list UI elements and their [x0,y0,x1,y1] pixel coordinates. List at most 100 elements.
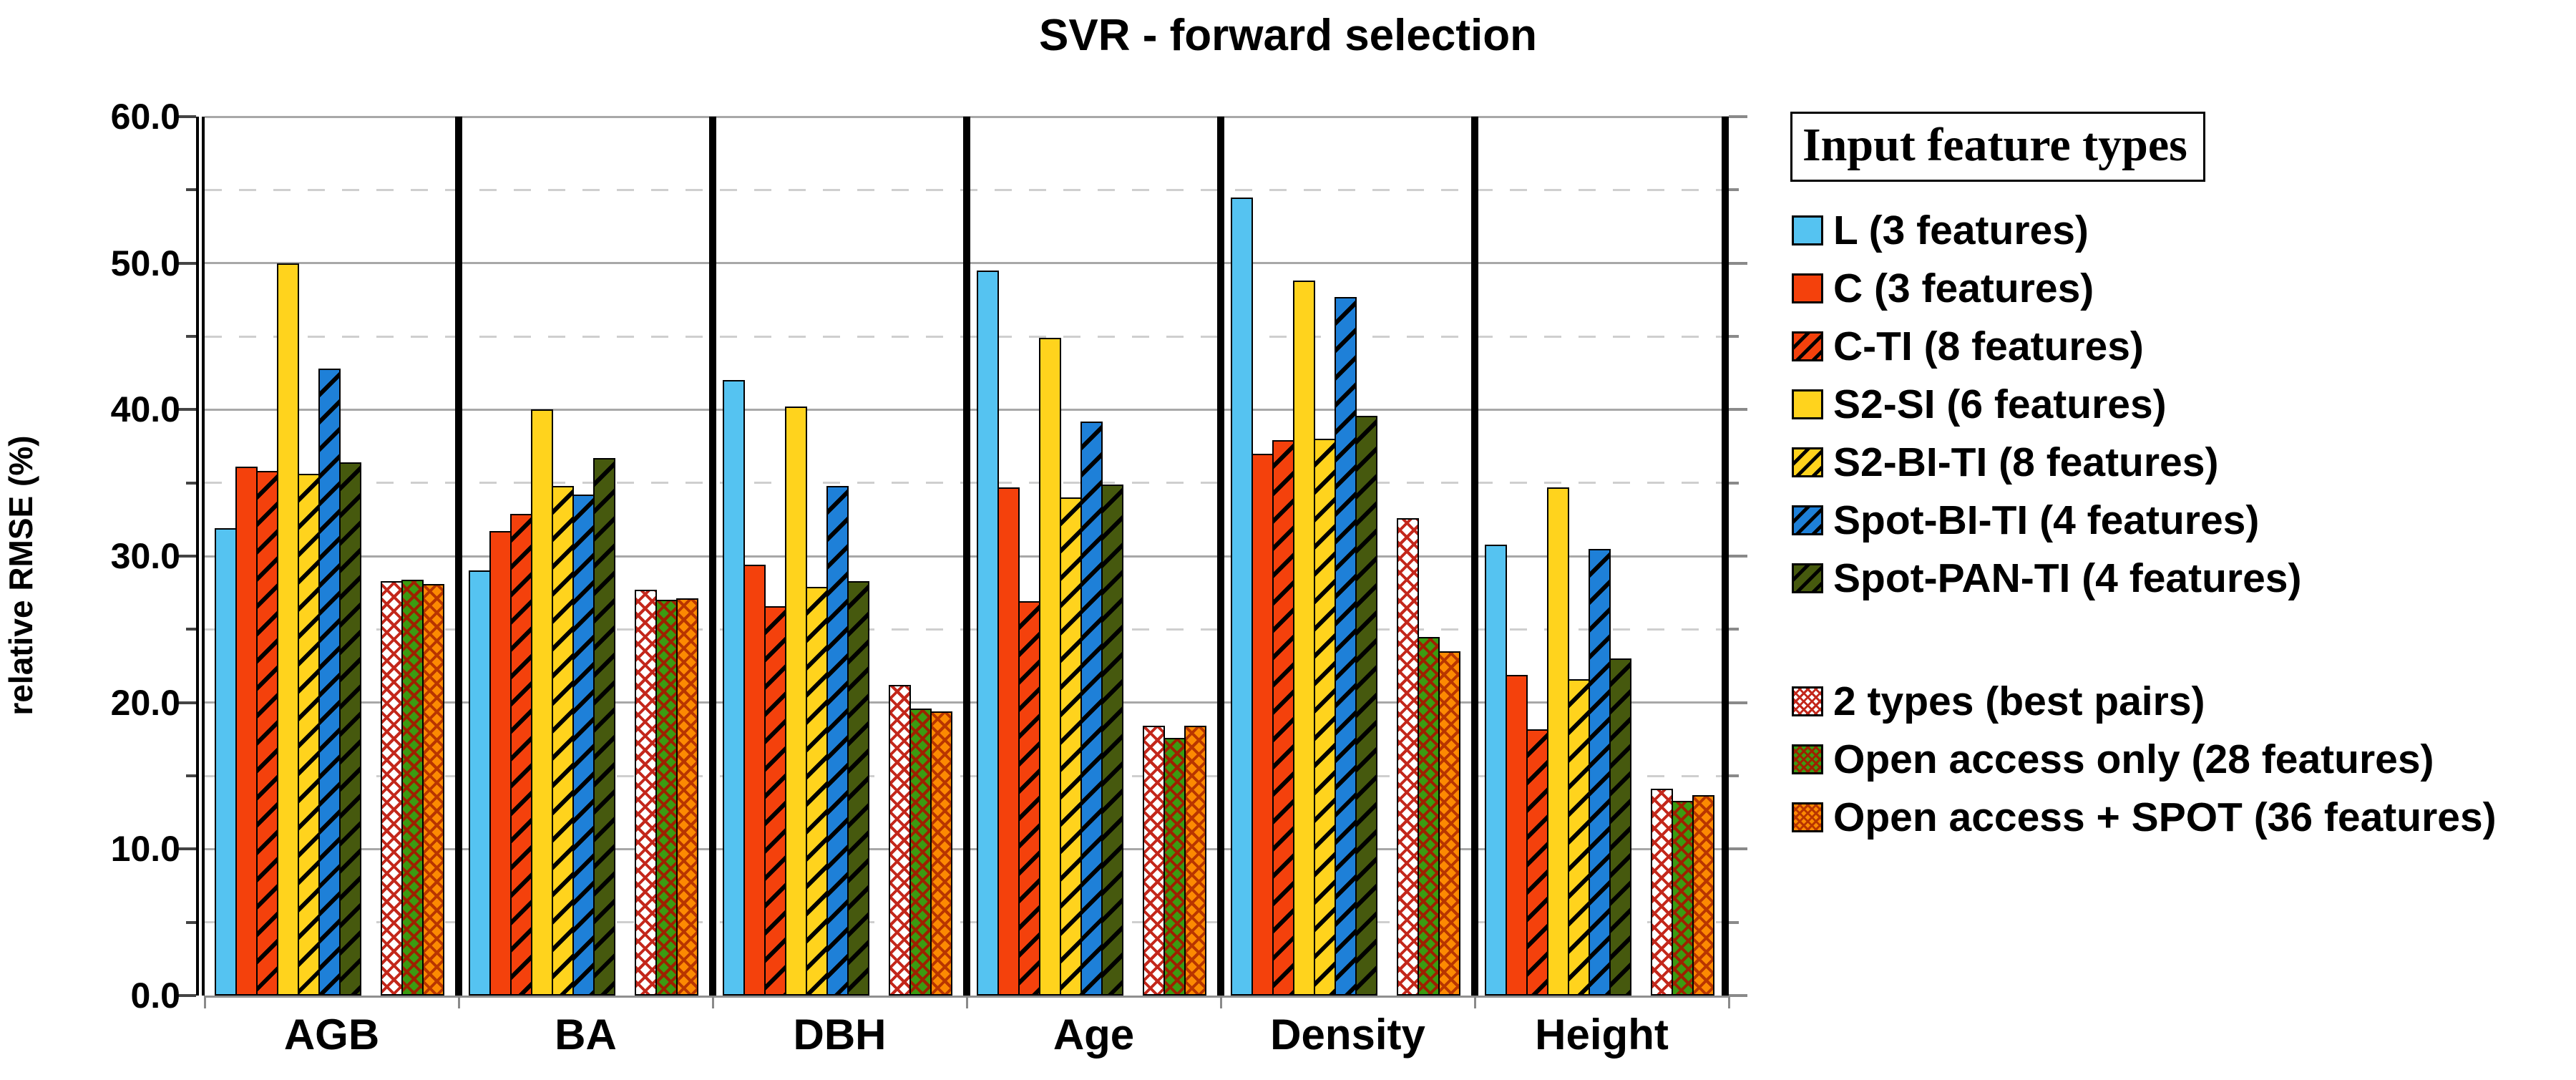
bar-AGB-2 [381,581,403,996]
bar-BA-S2-BI-TI [552,486,574,996]
y-tick-label: 0.0 [130,976,180,1016]
legend-swatch [1792,215,1823,245]
y-tick-label: 40.0 [110,389,180,430]
chart-title: SVR - forward selection [1039,11,1537,60]
group-separator [1217,117,1224,996]
legend-swatch [1792,447,1823,477]
group-separator [709,117,716,996]
legend-item-label: C-TI (8 features) [1833,323,2144,369]
legend-swatch [1792,273,1823,303]
legend-item-label: S2-BI-TI (8 features) [1833,439,2219,485]
y-axis-tick [177,847,196,851]
y-axis-tick [186,774,196,777]
plot-area [177,115,1747,1008]
bar-DBH-C [743,565,766,996]
y-axis-tick [177,115,196,118]
group-separator [963,117,970,996]
legend-item-label: 2 types (best pairs) [1833,678,2205,724]
y-axis-tick-right [1729,115,1747,118]
x-axis-tick [1473,996,1476,1008]
bar-Density-S2-BI-TI [1314,439,1336,996]
bar-Height-Open [1692,795,1714,996]
bar-BA-Spot-BI-TI [572,495,595,996]
legend-swatch [1792,686,1823,716]
bar-Height-C-TI [1526,729,1548,996]
y-axis-tick [186,920,196,924]
bar-BA-C-TI [510,514,532,996]
bar-DBH-2 [889,685,911,996]
legend-item-label: Spot-BI-TI (4 features) [1833,497,2260,543]
bar-Age-S2-BI-TI [1060,497,1082,996]
bar-Density-S2-SI [1293,281,1315,996]
bar-DBH-Spot-PAN-TI [847,581,869,996]
y-tick-label: 10.0 [110,829,180,870]
x-axis-tick [1219,996,1222,1008]
bar-BA-Open [655,600,678,996]
legend-item-label: L (3 features) [1833,208,2089,253]
bar-AGB-C [235,467,258,996]
bar-BA-L [469,570,491,996]
bar-Height-S2-SI [1547,487,1569,996]
y-axis-label: relative RMSE (%) [2,435,39,716]
y-axis-line [196,117,199,996]
legend-swatch [1792,389,1823,419]
y-axis-tick-right [1729,847,1747,851]
y-tick-label: 20.0 [110,682,180,723]
y-axis-line [202,117,205,996]
bar-AGB-S2-SI [277,263,299,996]
y-axis-tick-right [1729,994,1747,997]
y-tick-label: 50.0 [110,243,180,283]
y-axis-tick-right [1729,261,1747,265]
y-axis-tick [177,408,196,412]
y-axis-tick [177,994,196,997]
bar-Density-C-TI [1272,440,1294,996]
x-axis-tick [965,996,968,1008]
group-separator [1471,117,1478,996]
bar-BA-Open [676,598,698,996]
y-axis-tick-right [1729,481,1739,485]
y-axis-tick-right [1729,774,1739,777]
bar-DBH-Spot-BI-TI [826,486,849,996]
x-axis-tick [203,996,206,1008]
bar-BA-S2-SI [531,409,553,996]
bar-AGB-Spot-BI-TI [318,369,341,996]
bar-Age-Spot-PAN-TI [1101,485,1123,996]
legend-item-label: Open access + SPOT (36 features) [1833,794,2497,840]
y-axis-tick-right [1729,628,1739,631]
bar-Height-Spot-PAN-TI [1609,658,1631,996]
y-axis-tick-right [1729,335,1739,338]
y-axis-tick [186,628,196,631]
bar-Density-C [1252,454,1274,996]
bar-BA-Spot-PAN-TI [593,458,615,996]
x-axis-tick [457,996,460,1008]
legend-swatch [1792,331,1823,361]
y-axis-tick [186,335,196,338]
bar-Height-L [1485,545,1507,996]
bar-Density-Spot-PAN-TI [1355,416,1377,996]
category-label: AGB [283,1011,380,1059]
legend: Input feature types L (3 features) C (3 f… [1790,0,2576,1080]
category-label: Density [1270,1011,1425,1059]
bar-Age-L [977,271,999,996]
bar-Height-S2-BI-TI [1568,679,1590,996]
legend-item-label: Spot-PAN-TI (4 features) [1833,555,2302,601]
y-axis-tick [177,701,196,704]
legend-swatch [1792,744,1823,774]
bar-Height-Open [1672,801,1694,996]
bar-DBH-Open [909,709,932,996]
bar-Age-Open [1184,726,1206,996]
category-label: DBH [793,1011,887,1059]
bar-DBH-Open [930,711,952,996]
bar-Height-Spot-BI-TI [1589,549,1611,996]
bar-AGB-Open [422,584,444,996]
legend-item-label: C (3 features) [1833,266,2094,311]
y-axis-tick-right [1729,701,1747,704]
bar-DBH-S2-SI [785,407,807,996]
bar-AGB-S2-BI-TI [298,474,320,996]
bar-BA-C [489,531,512,996]
legend-swatch [1792,505,1823,535]
bar-Density-Open [1438,651,1460,996]
bar-DBH-C-TI [764,606,786,996]
y-tick-label: 60.0 [110,97,180,137]
bar-Age-2 [1143,726,1165,996]
